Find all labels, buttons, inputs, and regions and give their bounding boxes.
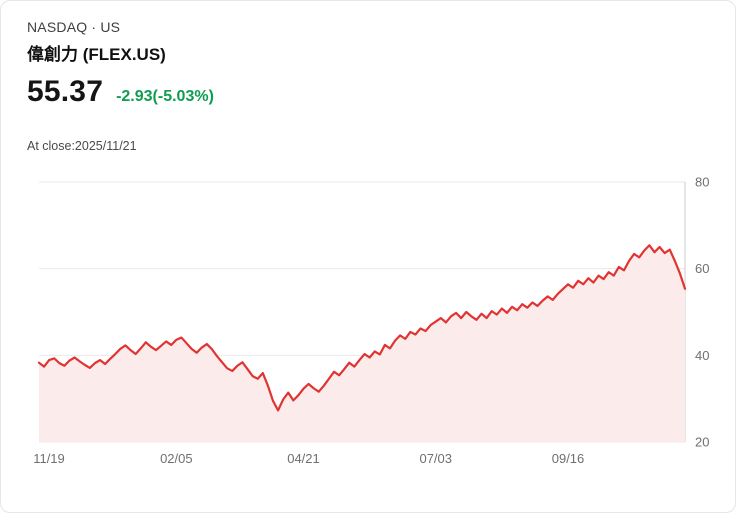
- price-change: -2.93(-5.03%): [116, 88, 214, 105]
- chart-area-fill: [39, 245, 685, 442]
- y-tick-label: 60: [695, 261, 709, 276]
- x-tick-label: 02/05: [160, 451, 193, 466]
- chart-line: [37, 244, 687, 412]
- as-of-timestamp: At close:2025/11/21: [27, 139, 137, 153]
- y-tick-label: 20: [695, 435, 709, 450]
- x-tick-label: 11/19: [33, 451, 65, 466]
- price-row: 55.37 -2.93(-5.03%): [27, 75, 214, 109]
- y-tick-label: 80: [695, 175, 709, 190]
- x-tick-label: 04/21: [287, 451, 320, 466]
- last-price: 55.37: [27, 75, 104, 108]
- y-tick-label: 40: [695, 348, 709, 363]
- stock-name: 偉創力 (FLEX.US): [27, 45, 166, 64]
- chart-container: 80 60 40 20 11/19 02/05 04/21 07/03 09/16: [29, 167, 733, 477]
- x-tick-label: 07/03: [419, 451, 452, 466]
- exchange-label: NASDAQ · US: [27, 19, 121, 35]
- x-tick-label: 09/16: [552, 451, 585, 466]
- price-chart[interactable]: 80 60 40 20 11/19 02/05 04/21 07/03 09/16: [29, 167, 729, 472]
